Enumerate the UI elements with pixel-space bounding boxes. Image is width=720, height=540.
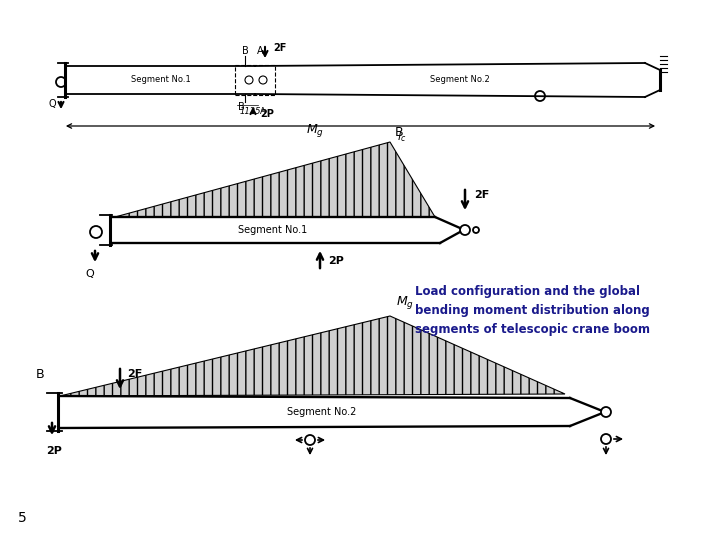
Text: 2F: 2F — [273, 43, 287, 53]
Text: 2P: 2P — [46, 446, 62, 456]
Polygon shape — [115, 142, 435, 217]
Text: Segment No.2: Segment No.2 — [287, 407, 356, 417]
Text: B: B — [36, 368, 45, 381]
Text: Q: Q — [86, 269, 94, 279]
Text: 2P: 2P — [260, 109, 274, 119]
Text: B: B — [238, 102, 244, 112]
Text: Segment No.1: Segment No.1 — [238, 225, 307, 235]
Text: $l_c$: $l_c$ — [397, 130, 407, 144]
Text: 1125: 1125 — [239, 107, 261, 116]
Text: Segment No.1: Segment No.1 — [131, 75, 191, 84]
Text: Segment No.2: Segment No.2 — [430, 75, 490, 84]
Bar — [235, 65, 275, 95]
Text: Q: Q — [48, 99, 56, 109]
Text: $M_g$: $M_g$ — [396, 294, 414, 311]
Text: 2F: 2F — [474, 190, 490, 200]
Text: A: A — [257, 46, 264, 56]
Text: 2P: 2P — [328, 256, 344, 266]
Text: $M_g$: $M_g$ — [306, 122, 324, 139]
Text: Load configuration and the global
bending moment distribution along
segments of : Load configuration and the global bendin… — [415, 285, 650, 336]
Text: B: B — [242, 46, 248, 56]
Text: A: A — [260, 107, 266, 116]
Text: 5: 5 — [18, 511, 27, 525]
Text: 2F: 2F — [127, 369, 143, 379]
Polygon shape — [60, 316, 565, 396]
Text: B: B — [395, 126, 404, 139]
